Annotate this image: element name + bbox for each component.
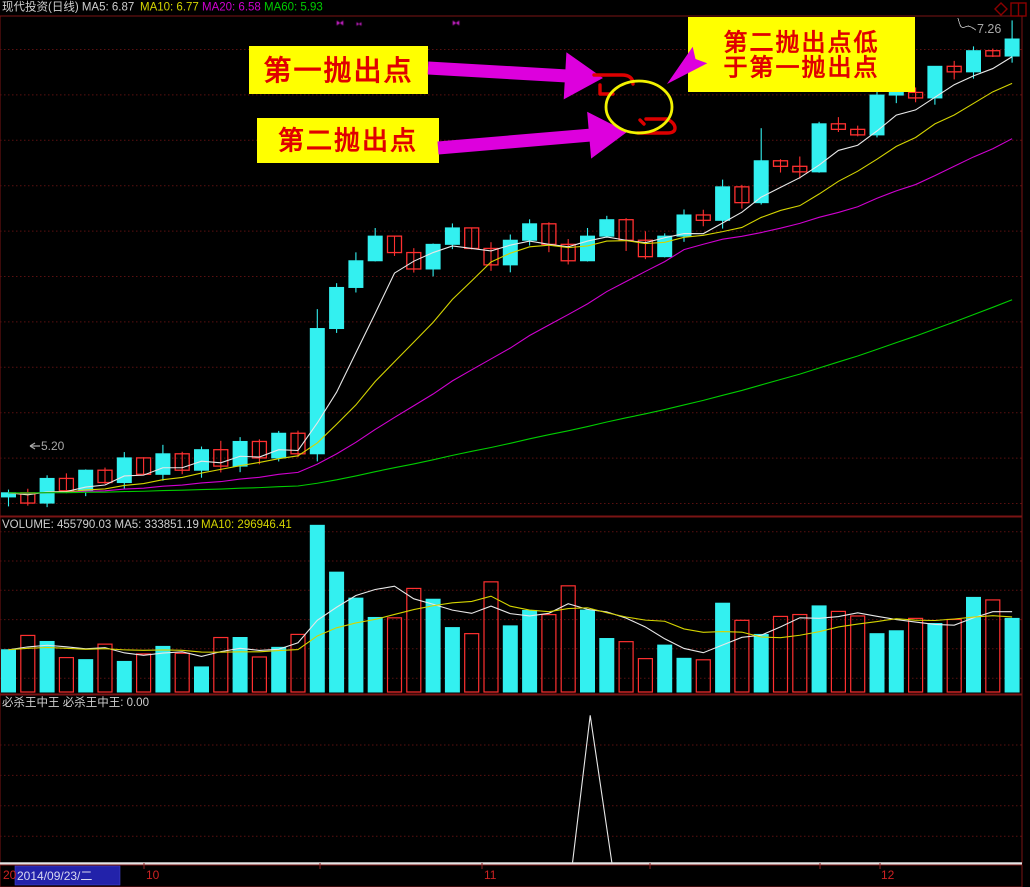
- svg-text:现代投资(日线) MA5: 6.87: 现代投资(日线) MA5: 6.87: [2, 0, 134, 14]
- svg-text:MA60: 5.93: MA60: 5.93: [264, 2, 323, 14]
- svg-text:5.20: 5.20: [41, 439, 65, 453]
- svg-text:12: 12: [881, 868, 895, 882]
- svg-text:VOLUME: 455790.03 MA5: 333851: VOLUME: 455790.03 MA5: 333851.19: [2, 519, 199, 531]
- svg-text:2014/09/23/二: 2014/09/23/二: [17, 869, 92, 883]
- svg-text:20: 20: [3, 868, 17, 882]
- svg-text:MA10: 6.77: MA10: 6.77: [140, 2, 199, 14]
- svg-text:于第一抛出点: 于第一抛出点: [724, 53, 880, 81]
- svg-text:MA10: 296946.41: MA10: 296946.41: [201, 519, 292, 531]
- svg-text:7.26: 7.26: [977, 22, 1001, 36]
- svg-text:第一抛出点: 第一抛出点: [263, 54, 413, 86]
- svg-text:第二抛出点: 第二抛出点: [278, 126, 418, 156]
- svg-text:11: 11: [484, 868, 497, 882]
- svg-text:MA20: 6.58: MA20: 6.58: [202, 2, 261, 14]
- svg-text:10: 10: [146, 868, 160, 882]
- svg-text:必杀王中王 必杀王中王: 0.00: 必杀王中王 必杀王中王: 0.00: [2, 695, 149, 709]
- svg-text:第二抛出点低: 第二抛出点低: [724, 28, 880, 56]
